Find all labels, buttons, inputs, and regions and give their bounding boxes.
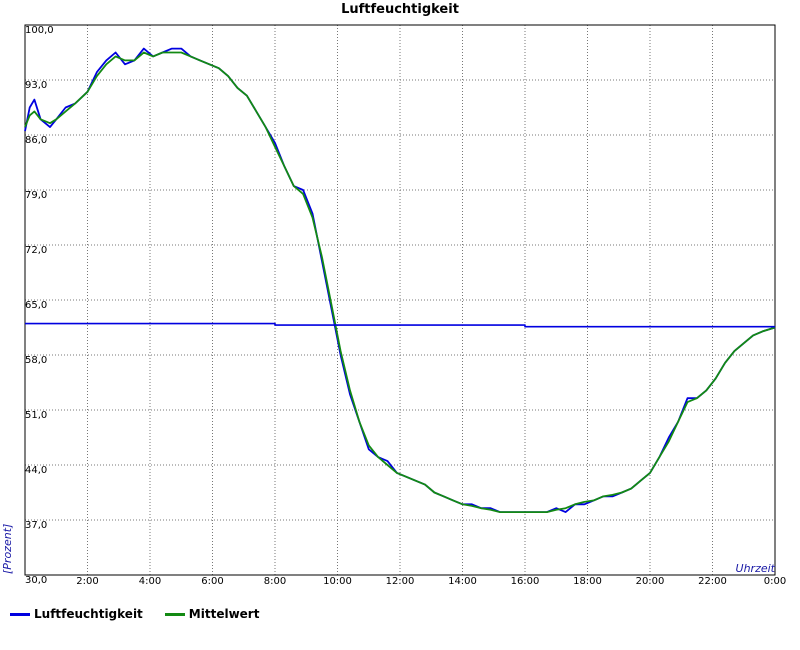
y-tick-label: 65,0 [25, 300, 47, 311]
legend-label: Luftfeuchtigkeit [34, 607, 143, 621]
legend-item-mittelwert: Mittelwert [164, 607, 260, 621]
legend-label: Mittelwert [188, 607, 260, 621]
x-tick-label: 22:00 [698, 576, 727, 587]
y-tick-label: 37,0 [25, 520, 47, 531]
y-tick-label: 51,0 [25, 410, 47, 421]
legend: Luftfeuchtigkeit Mittelwert [10, 607, 259, 621]
x-tick-label: 8:00 [264, 576, 286, 587]
x-tick-label: 6:00 [201, 576, 223, 587]
x-tick-label: 16:00 [511, 576, 540, 587]
legend-swatch [164, 612, 185, 616]
x-tick-label: 12:00 [386, 576, 415, 587]
x-axis-label: Uhrzeit [736, 562, 776, 575]
x-tick-labels: 2:00 4:00 6:00 8:00 10:00 12:00 14:00 16:00 18:0… [76, 576, 786, 587]
x-tick-label: 20:00 [636, 576, 665, 587]
series-line-reference [25, 322, 775, 328]
x-tick-label: 4:00 [139, 576, 161, 587]
x-tick-label: 18:00 [573, 576, 602, 587]
y-tick-label: 93,0 [25, 80, 47, 91]
y-tick-label: 86,0 [25, 135, 47, 146]
grid [25, 25, 775, 575]
chart-title: Luftfeuchtigkeit [341, 2, 459, 17]
plot-frame [24, 24, 776, 576]
legend-item-luftfeuchtigkeit: Luftfeuchtigkeit [10, 607, 143, 621]
y-tick-label: 79,0 [25, 190, 47, 201]
x-tick-label: 14:00 [448, 576, 477, 587]
y-tick-label: 30,0 [25, 575, 47, 586]
legend-swatch [10, 612, 30, 616]
x-tick-label: 2:00 [76, 576, 98, 587]
y-tick-label: 72,0 [25, 245, 47, 256]
y-tick-label: 100,0 [25, 25, 54, 36]
series-line-mittelwert [24, 51, 776, 513]
y-tick-labels: 100,0 93,0 86,0 79,0 72,0 65,0 58,0 51,0 44,0 37,… [25, 25, 54, 586]
y-axis-label: [Prozent] [1, 524, 14, 574]
y-tick-label: 44,0 [25, 465, 47, 476]
series-layer [24, 47, 776, 513]
x-tick-label: 10:00 [323, 576, 352, 587]
x-tick-label: 0:00 [764, 576, 786, 587]
y-tick-label: 58,0 [25, 355, 47, 366]
